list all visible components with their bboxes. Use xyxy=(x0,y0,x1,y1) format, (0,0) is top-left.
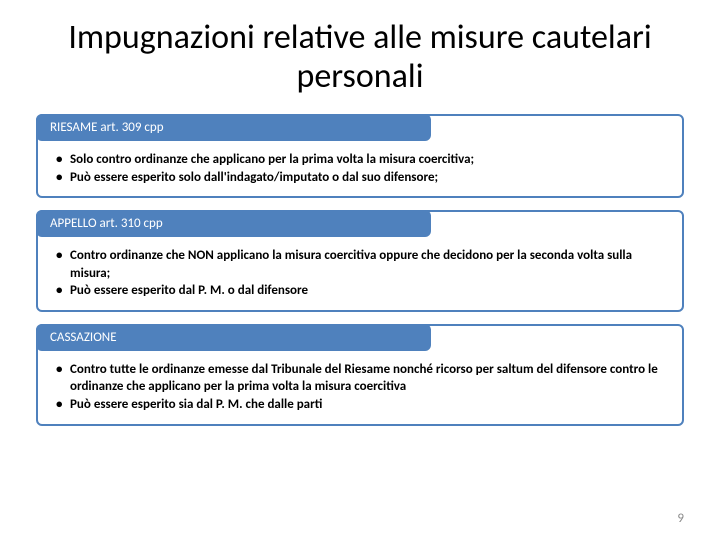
page-title: Impugnazioni relative alle misure cautel… xyxy=(36,18,684,96)
section-riesame: RIESAME art. 309 cpp Solo contro ordinan… xyxy=(36,114,684,198)
list-item: Contro ordinanze che NON applicano la mi… xyxy=(56,247,664,282)
section-body: Contro tutte le ordinanze emesse dal Tri… xyxy=(38,351,682,424)
list-item: Può essere esperito dal P. M. o dal dife… xyxy=(56,282,664,300)
list-item: Contro tutte le ordinanze emesse dal Tri… xyxy=(56,361,664,396)
list-item: Può essere esperito solo dall'indagato/i… xyxy=(56,169,664,187)
section-header: RIESAME art. 309 cpp xyxy=(36,114,431,141)
section-header: CASSAZIONE xyxy=(36,324,431,351)
section-body: Contro ordinanze che NON applicano la mi… xyxy=(38,237,682,310)
bullet-list: Contro ordinanze che NON applicano la mi… xyxy=(56,247,664,300)
section-appello: APPELLO art. 310 cpp Contro ordinanze ch… xyxy=(36,210,684,312)
section-cassazione: CASSAZIONE Contro tutte le ordinanze eme… xyxy=(36,324,684,426)
section-body: Solo contro ordinanze che applicano per … xyxy=(38,141,682,196)
bullet-list: Contro tutte le ordinanze emesse dal Tri… xyxy=(56,361,664,414)
section-header: APPELLO art. 310 cpp xyxy=(36,210,431,237)
list-item: Solo contro ordinanze che applicano per … xyxy=(56,151,664,169)
page-number: 9 xyxy=(677,511,684,526)
bullet-list: Solo contro ordinanze che applicano per … xyxy=(56,151,664,186)
list-item: Può essere esperito sia dal P. M. che da… xyxy=(56,396,664,414)
